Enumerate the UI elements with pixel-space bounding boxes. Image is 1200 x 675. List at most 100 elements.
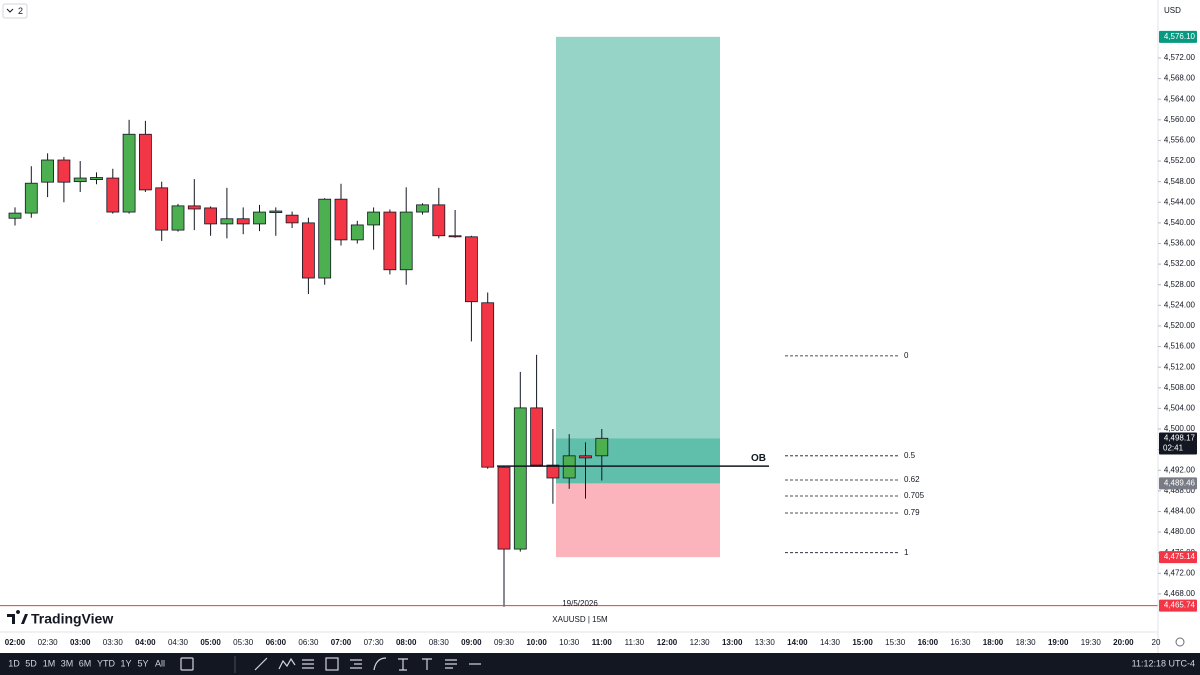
x-tick-label: 14:00 [787, 638, 808, 647]
x-tick-label: 20:00 [1113, 638, 1134, 647]
x-tick-label: 15:00 [852, 638, 873, 647]
candle-body [416, 204, 429, 213]
target-price-label: 4,576.10 [1164, 32, 1196, 41]
y-tick-label: 4,500.00 [1164, 424, 1196, 433]
y-tick-label: 4,512.00 [1164, 362, 1196, 371]
candle-body [546, 464, 560, 479]
x-tick-label: 07:30 [364, 638, 385, 647]
candle-body [595, 437, 609, 457]
candle-body [73, 177, 87, 183]
candle-body [269, 210, 283, 213]
x-tick-label: 09:00 [461, 638, 482, 647]
target-price-label-bg [1159, 30, 1197, 43]
x-tick-label: 13:00 [722, 638, 743, 647]
x-tick-label: 05:30 [233, 638, 254, 647]
y-tick-label: 4,528.00 [1164, 280, 1196, 289]
x-tick-label: 08:00 [396, 638, 417, 647]
candle-body [24, 182, 38, 214]
x-tick-label: 12:00 [657, 638, 678, 647]
watermark-date: 19/5/2026 [562, 599, 598, 608]
range-button[interactable]: 1M [43, 658, 56, 668]
settings-icon[interactable] [1175, 637, 1185, 647]
range-button[interactable]: 3M [61, 658, 74, 668]
candle-body [41, 159, 54, 183]
range-button[interactable]: All [155, 658, 165, 668]
range-button[interactable]: 6M [79, 658, 92, 668]
candle-body [122, 133, 136, 213]
x-tick-label: 15:30 [885, 638, 906, 647]
x-tick-label: 05:00 [200, 638, 221, 647]
candle-body [399, 211, 413, 271]
trend-line-icon[interactable] [254, 657, 268, 671]
y-tick-label: 4,488.00 [1164, 486, 1196, 495]
plot-area: OB 0 0.5 0.62 0.705 0.79 1 [0, 36, 1158, 607]
currency[interactable]: USD [1164, 6, 1181, 15]
candle-body [171, 205, 185, 231]
fib-label: 0.79 [904, 508, 920, 517]
range-button[interactable]: 1D [8, 658, 20, 668]
x-tick-label: 02:00 [5, 638, 26, 647]
fib-label: 0 [904, 351, 909, 360]
x-tick-label: 11:00 [592, 638, 613, 647]
candle-body [562, 455, 576, 479]
profit-zone [556, 36, 720, 484]
range-button[interactable]: 5D [25, 658, 37, 668]
watermark-symbol: XAUUSD | 15M [552, 615, 608, 624]
logo-text: TradingView [31, 611, 113, 627]
badge-box[interactable] [2, 3, 28, 19]
range-button[interactable]: YTD [97, 658, 116, 668]
badge-chevron [6, 8, 14, 13]
candle-body [285, 214, 299, 224]
badge-text: 2 [18, 6, 23, 16]
measure-icon[interactable] [398, 658, 408, 671]
candle-body [497, 466, 511, 550]
candle-body [138, 133, 152, 191]
y-tick-label: 4,556.00 [1164, 136, 1196, 145]
x-tick-label: 06:00 [266, 638, 287, 647]
candle-body [57, 159, 71, 183]
candle-body [301, 222, 315, 279]
candle-body [579, 455, 592, 459]
x-tick-label: 16:30 [950, 638, 971, 647]
clock: 11:12:18 UTC-4 [1132, 658, 1195, 668]
text-icon[interactable] [422, 658, 432, 670]
drawing-tools [180, 656, 481, 673]
pattern-icon[interactable] [278, 657, 296, 670]
candle-body [432, 204, 446, 237]
x-tick-label: 14:30 [820, 638, 841, 647]
fib-icon[interactable] [302, 659, 314, 669]
y-tick-label: 4,484.00 [1164, 507, 1196, 516]
y-tick-label: 4,480.00 [1164, 527, 1196, 536]
x-tick-label: 10:00 [526, 638, 547, 647]
candle-body [367, 211, 381, 226]
candle-body [481, 302, 495, 468]
x-tick-label: 13:30 [755, 638, 776, 647]
y-tick-label: 4,492.00 [1164, 465, 1196, 474]
y-tick-label: 4,540.00 [1164, 218, 1196, 227]
low-price-label-bg [1159, 599, 1197, 612]
candle-body [204, 207, 218, 225]
x-tick-label: 06:30 [298, 638, 319, 647]
y-tick-label: 4,552.00 [1164, 156, 1196, 165]
x-tick-label: 19:00 [1048, 638, 1069, 647]
x-tick-label: 04:30 [168, 638, 189, 647]
rect-icon[interactable] [325, 657, 339, 671]
entry-price-label: 4,489.46 [1164, 478, 1196, 487]
range-button[interactable]: 5Y [137, 658, 148, 668]
candle-body [448, 235, 462, 238]
x-tick-label: 11:30 [625, 638, 645, 647]
candle-body [350, 224, 364, 241]
y-tick-label: 4,508.00 [1164, 383, 1196, 392]
note-icon[interactable] [445, 659, 457, 669]
y-tick-label: 4,560.00 [1164, 115, 1196, 124]
x-tick-label: 16:00 [918, 638, 939, 647]
range-button[interactable]: 1Y [120, 658, 131, 668]
ob-label: OB [751, 453, 766, 464]
x-tick-label: 04:00 [135, 638, 156, 647]
candle-body [106, 177, 120, 213]
brush-icon[interactable] [373, 657, 387, 671]
x-tick-label: 19:30 [1081, 638, 1102, 647]
position-icon[interactable] [350, 659, 362, 669]
date-range-icon[interactable] [180, 657, 194, 671]
